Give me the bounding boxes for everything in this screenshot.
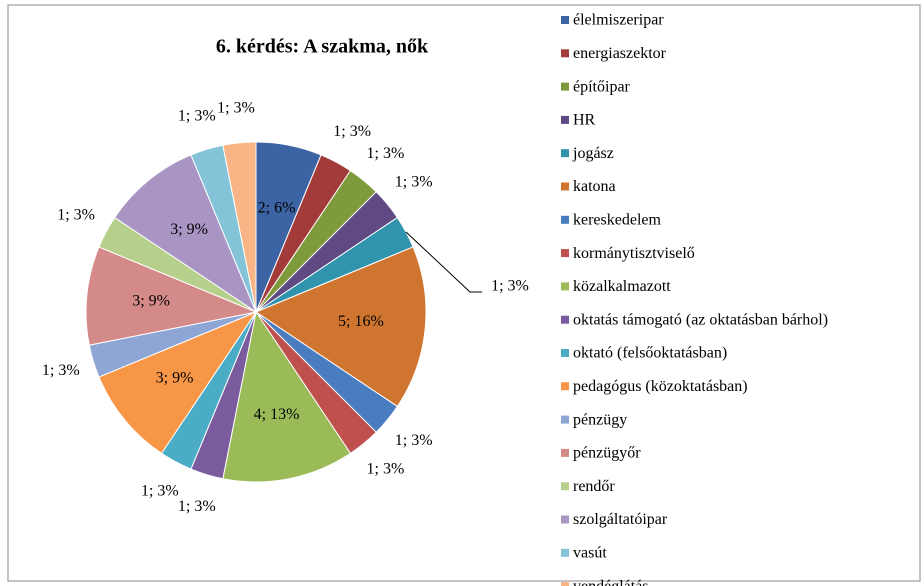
pie-slice xyxy=(222,310,352,483)
data-label: 1; 3% xyxy=(57,207,95,224)
legend-swatch xyxy=(561,49,569,58)
data-label: 1; 3% xyxy=(42,362,80,379)
data-label: 1; 3% xyxy=(367,145,405,162)
data-label: 1; 3% xyxy=(217,100,255,117)
legend-swatch xyxy=(561,82,569,91)
pie-slice xyxy=(254,246,427,408)
legend-swatch xyxy=(561,282,569,291)
legend-label: pénzügyőr xyxy=(573,445,641,462)
legend-label: vendéglátás xyxy=(573,578,649,586)
legend-label: pedagógus (közoktatásban) xyxy=(573,378,748,395)
data-label: 1; 3% xyxy=(395,173,433,190)
legend-label: jogász xyxy=(572,145,614,162)
legend-swatch xyxy=(561,182,569,191)
pie-slice xyxy=(222,141,257,313)
legend-swatch xyxy=(561,315,569,324)
data-label: 1; 3% xyxy=(141,483,179,500)
data-label: 1; 3% xyxy=(333,123,371,140)
legend-label: oktatás támogató (az oktatásban bárhol) xyxy=(573,311,828,328)
legend-swatch xyxy=(561,482,569,491)
legend-swatch xyxy=(561,582,569,586)
data-label: 1; 3% xyxy=(367,460,405,477)
legend-label: energiaszektor xyxy=(573,45,667,62)
pie-slice xyxy=(98,310,258,455)
legend-label: pénzügy xyxy=(573,411,627,428)
pie-slice xyxy=(85,246,258,346)
legend-label: katona xyxy=(573,178,616,195)
legend-swatch xyxy=(561,115,569,124)
legend-swatch xyxy=(561,349,569,357)
pie-slice xyxy=(113,154,258,314)
legend-label: HR xyxy=(573,112,596,129)
data-label: 2; 6% xyxy=(258,199,296,216)
legend-swatch xyxy=(561,149,569,158)
legend-label: élelmiszeripar xyxy=(573,12,664,29)
legend-swatch xyxy=(561,16,569,24)
legend-swatch xyxy=(561,515,569,524)
data-label: 1; 3% xyxy=(395,432,433,449)
legend-swatch xyxy=(561,215,569,224)
legend-label: építőipar xyxy=(573,78,631,95)
legend-label: szolgáltatóipar xyxy=(573,511,668,528)
data-label: 1; 3% xyxy=(178,107,216,124)
leader-line xyxy=(405,231,482,293)
data-label: 1; 3% xyxy=(178,498,216,515)
data-label: 4; 13% xyxy=(254,406,300,423)
legend-swatch xyxy=(561,382,569,391)
data-label: 5; 16% xyxy=(338,313,384,330)
legend-label: kormánytisztviselő xyxy=(573,245,695,262)
legend-label: vasút xyxy=(573,544,607,561)
legend-label: kereskedelem xyxy=(573,211,662,228)
legend-label: oktató (felsőoktatásban) xyxy=(573,345,727,362)
data-label: 3; 9% xyxy=(132,292,170,309)
legend-label: rendőr xyxy=(573,478,615,495)
chart-title: 6. kérdés: A szakma, nők xyxy=(216,36,429,58)
legend-swatch xyxy=(561,448,569,457)
legend-swatch xyxy=(561,249,569,258)
data-label: 3; 9% xyxy=(170,221,208,238)
data-label: 3; 9% xyxy=(156,370,194,387)
legend-label: közalkalmazott xyxy=(573,278,671,295)
data-label: 1; 3% xyxy=(491,278,529,295)
legend-swatch xyxy=(561,548,569,557)
legend-swatch xyxy=(561,415,569,424)
